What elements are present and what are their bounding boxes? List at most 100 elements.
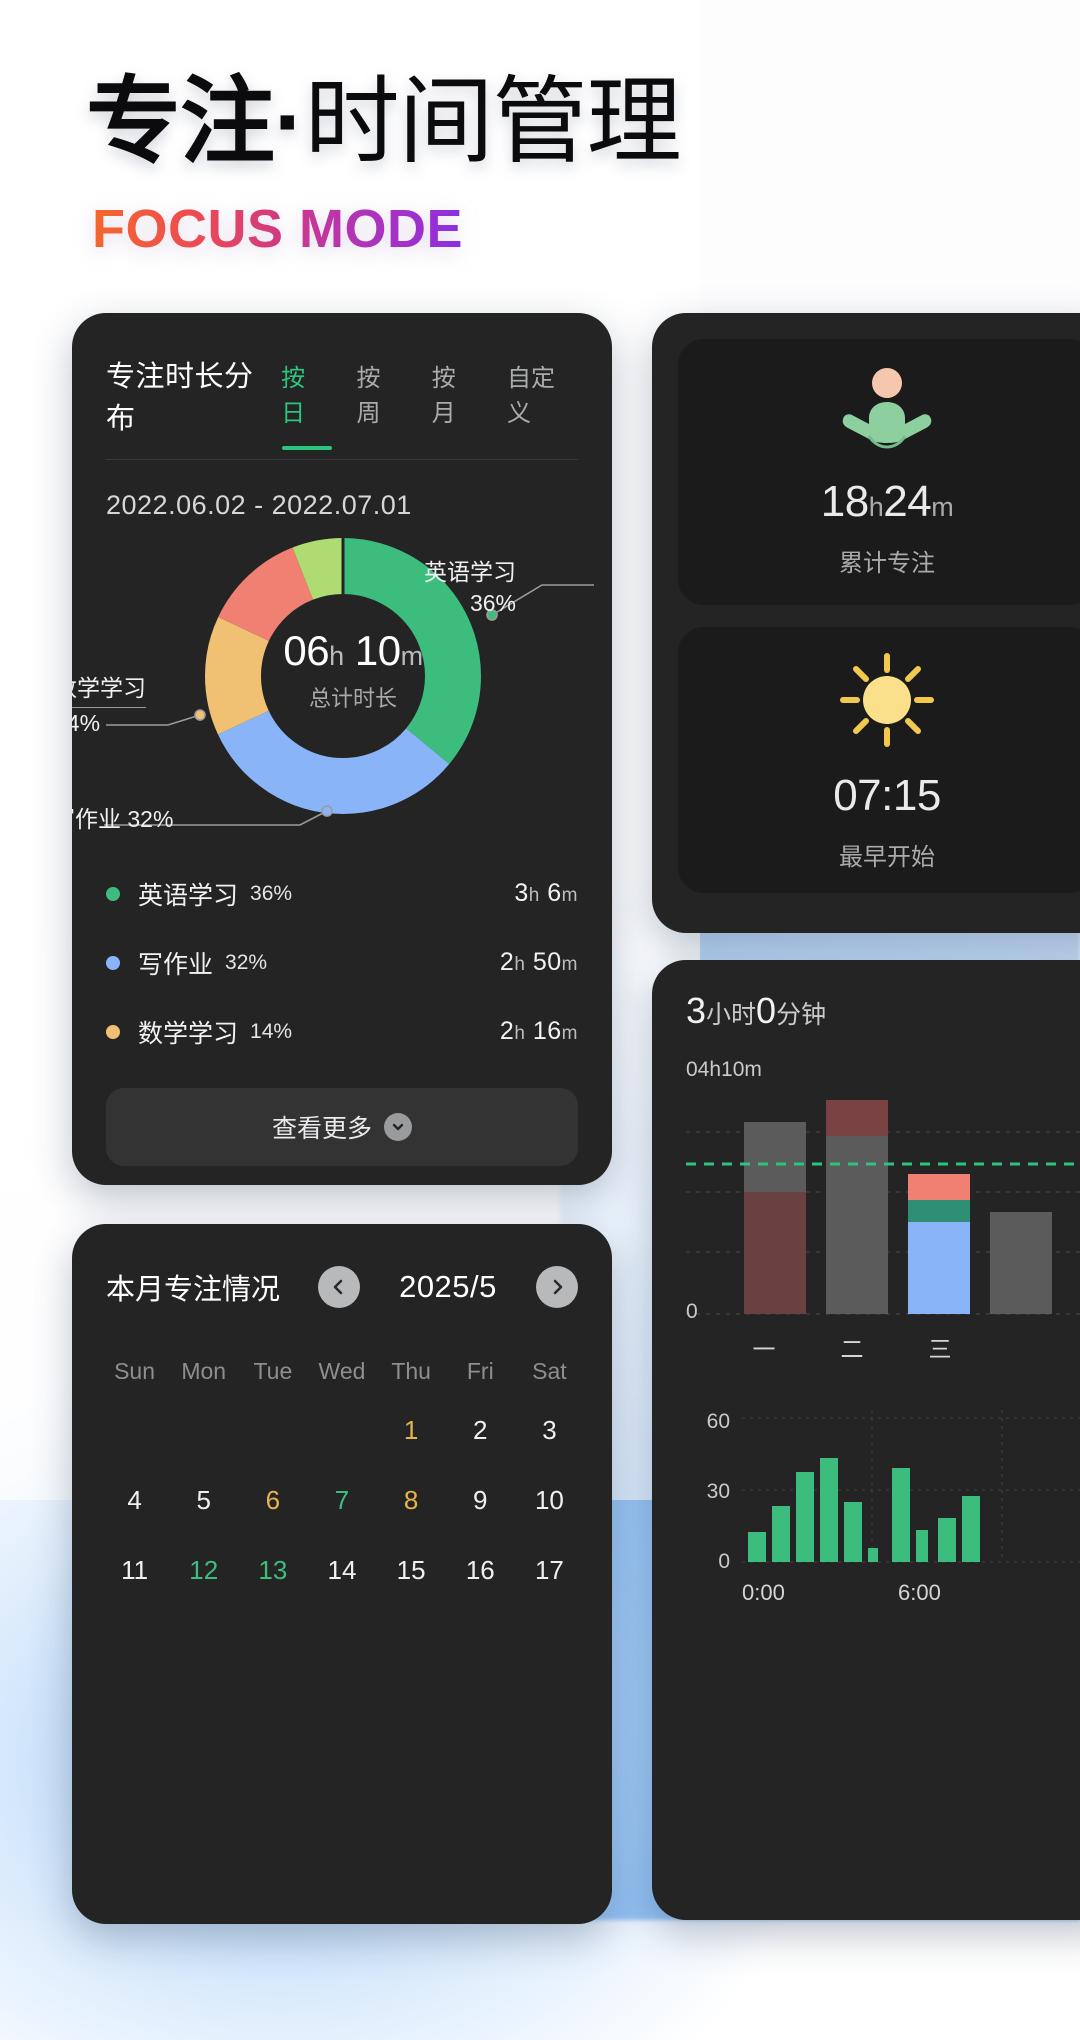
arrow-right-icon[interactable] — [536, 1266, 578, 1308]
legend-row-english[interactable]: 英语学习 36% 3h 6m — [106, 859, 578, 928]
legend-pct-math: 14% — [250, 1019, 293, 1043]
bar-chart-x-label-2: 二 — [840, 1336, 864, 1362]
stat-tile-total-focus[interactable]: 18h24m 累计专注 — [678, 339, 1080, 605]
legend-dot-english — [106, 886, 120, 901]
total-duration: 06h 10m — [268, 627, 438, 675]
mini-chart-y-0: 0 — [718, 1550, 730, 1573]
stat-label-total-focus: 累计专注 — [839, 550, 935, 577]
calendar-cell-day[interactable]: 13 — [258, 1554, 288, 1585]
total-minutes-unit: m — [400, 641, 424, 671]
calendar-cell-day[interactable]: 8 — [403, 1484, 419, 1515]
calendar-cell-day[interactable]: 12 — [189, 1554, 219, 1585]
mini-chart-x-label-0: 0:00 — [742, 1580, 785, 1605]
calendar-cell-empty — [100, 1395, 169, 1465]
legend-value-math-m-unit: m — [561, 1023, 578, 1044]
tab-custom[interactable]: 自定义 — [507, 365, 556, 427]
calendar-month-label: 2025/5 — [399, 1269, 497, 1304]
period-tabs: 按日 按周 按月 自定义 — [281, 358, 578, 450]
arrow-left-icon[interactable] — [318, 1266, 360, 1308]
legend-pct-homework: 32% — [225, 950, 268, 974]
meditation-icon — [833, 366, 941, 463]
calendar-cell-empty — [307, 1395, 376, 1465]
calendar-cell-day[interactable]: 1 — [403, 1414, 419, 1445]
callout-homework-text: 写作业 32% — [72, 806, 174, 832]
donut-chart[interactable] — [198, 531, 488, 821]
calendar-cell-day[interactable]: 7 — [334, 1484, 350, 1515]
legend-value-english-m-unit: m — [561, 885, 578, 906]
calendar-dow-thu: Thu — [391, 1358, 431, 1384]
mini-chart-x-label-1: 6:00 — [898, 1580, 941, 1605]
legend-row-homework[interactable]: 写作业 32% 2h 50m — [106, 928, 578, 997]
calendar-grid: 1 2 3 4 5 6 7 8 9 10 11 12 13 14 15 16 17 — [72, 1385, 612, 1605]
calendar-cell-day[interactable]: 14 — [327, 1554, 357, 1585]
legend-dot-homework — [106, 955, 120, 970]
chevron-down-icon — [384, 1113, 412, 1141]
callout-english-name: 英语学习 — [424, 559, 516, 585]
legend-value-math: 2h 16m — [500, 1017, 578, 1046]
donut-center-total: 06h 10m 总计时长 — [268, 627, 438, 713]
calendar-cell-day[interactable]: 15 — [396, 1554, 426, 1585]
tab-by-month[interactable]: 按月 — [431, 365, 456, 427]
calendar-dow-fri: Fri — [466, 1358, 494, 1384]
total-hours-unit: h — [329, 641, 344, 671]
calendar-cell-day[interactable]: 4 — [127, 1484, 142, 1515]
bar-chart-x-label-3: 三 — [928, 1336, 952, 1362]
calendar-cell-day[interactable]: 3 — [542, 1414, 557, 1445]
total-duration-label: 总计时长 — [308, 686, 397, 711]
bar-card-title-minutes: 0 — [756, 990, 777, 1031]
stat-tile-earliest-start[interactable]: 07:15 最早开始 — [678, 627, 1080, 893]
calendar-cell-day[interactable]: 16 — [465, 1554, 495, 1585]
mini-chart-y-axis: 60 30 0 — [686, 1410, 730, 1574]
calendar-cell-day[interactable]: 2 — [473, 1414, 488, 1445]
calendar-cell-day[interactable]: 9 — [473, 1484, 488, 1515]
legend-value-homework-minutes: 50 — [532, 948, 562, 976]
bar-card-title-minutes-unit: 分钟 — [776, 1001, 827, 1029]
callout-english: 英语学习 36% — [424, 557, 516, 619]
calendar-cell-day[interactable]: 11 — [121, 1554, 149, 1585]
stat-total-m-unit: m — [931, 492, 954, 522]
page-subtitle: FOCUS MODE — [92, 199, 464, 259]
chart-card-title: 专注时长分布 — [106, 361, 254, 435]
daily-bar-chart-card: 3小时0分钟 04h10m 0 一 二 三 — [652, 960, 1080, 1920]
stat-label-earliest-start: 最早开始 — [839, 844, 935, 871]
legend-value-english-hours: 3 — [514, 879, 529, 907]
calendar-dow-tue: Tue — [253, 1358, 293, 1384]
bar-chart-plot[interactable]: 0 — [686, 1092, 1080, 1323]
focus-distribution-card: 专注时长分布 按日 按周 按月 自定义 2022.06.02 - 2022.07… — [72, 313, 612, 1185]
stats-card: 18h24m 累计专注 07:15 最早开始 — [652, 313, 1080, 933]
legend-value-homework-h-unit: h — [514, 954, 526, 975]
monthly-focus-card: 本月专注情况 2025/5 Sun Mon Tue Wed Thu Fri Sa… — [72, 1224, 612, 1924]
tab-by-week[interactable]: 按周 — [356, 365, 381, 427]
bar-chart-x-labels: 一 二 三 — [740, 1330, 1080, 1364]
bar-chart-x-label-1: 一 — [752, 1336, 776, 1362]
active-tab-indicator — [282, 446, 333, 450]
stat-value-earliest-start: 07:15 — [833, 771, 941, 820]
calendar-cell-day[interactable]: 5 — [196, 1484, 211, 1515]
legend-value-english: 3h 6m — [514, 879, 578, 908]
legend-value-homework-hours: 2 — [499, 948, 515, 976]
sun-icon — [835, 648, 939, 757]
legend-pct-english: 36% — [250, 881, 293, 905]
bar-card-title: 3小时0分钟 — [686, 990, 1080, 1032]
calendar-cell-day[interactable]: 6 — [265, 1484, 281, 1515]
legend-value-math-hours: 2 — [499, 1017, 515, 1045]
header-divider — [106, 459, 578, 460]
total-minutes: 10 — [354, 627, 401, 674]
stat-total-hours: 18 — [820, 477, 869, 526]
view-more-label: 查看更多 — [271, 1115, 372, 1143]
tab-by-day[interactable]: 按日 — [281, 365, 306, 427]
stat-total-h-unit: h — [868, 492, 884, 522]
mini-bar-chart[interactable]: 60 30 0 — [686, 1410, 1080, 1606]
mini-chart-y-30: 30 — [706, 1480, 730, 1503]
bar-chart-y-zero-label: 0 — [686, 1300, 698, 1323]
mini-chart-x-labels: 0:00 6:00 — [742, 1580, 1080, 1606]
view-more-button[interactable]: 查看更多 — [106, 1088, 578, 1166]
bar-card-title-hours: 3 — [686, 990, 707, 1031]
calendar-cell-day[interactable]: 17 — [534, 1554, 564, 1585]
calendar-dow-sun: Sun — [114, 1358, 156, 1384]
calendar-header: 本月专注情况 2025/5 — [72, 1224, 612, 1308]
legend-row-math[interactable]: 数学学习 14% 2h 16m — [106, 997, 578, 1066]
calendar-title: 本月专注情况 — [106, 1274, 281, 1306]
mini-chart-plot — [742, 1410, 1080, 1570]
calendar-cell-day[interactable]: 10 — [534, 1484, 564, 1515]
